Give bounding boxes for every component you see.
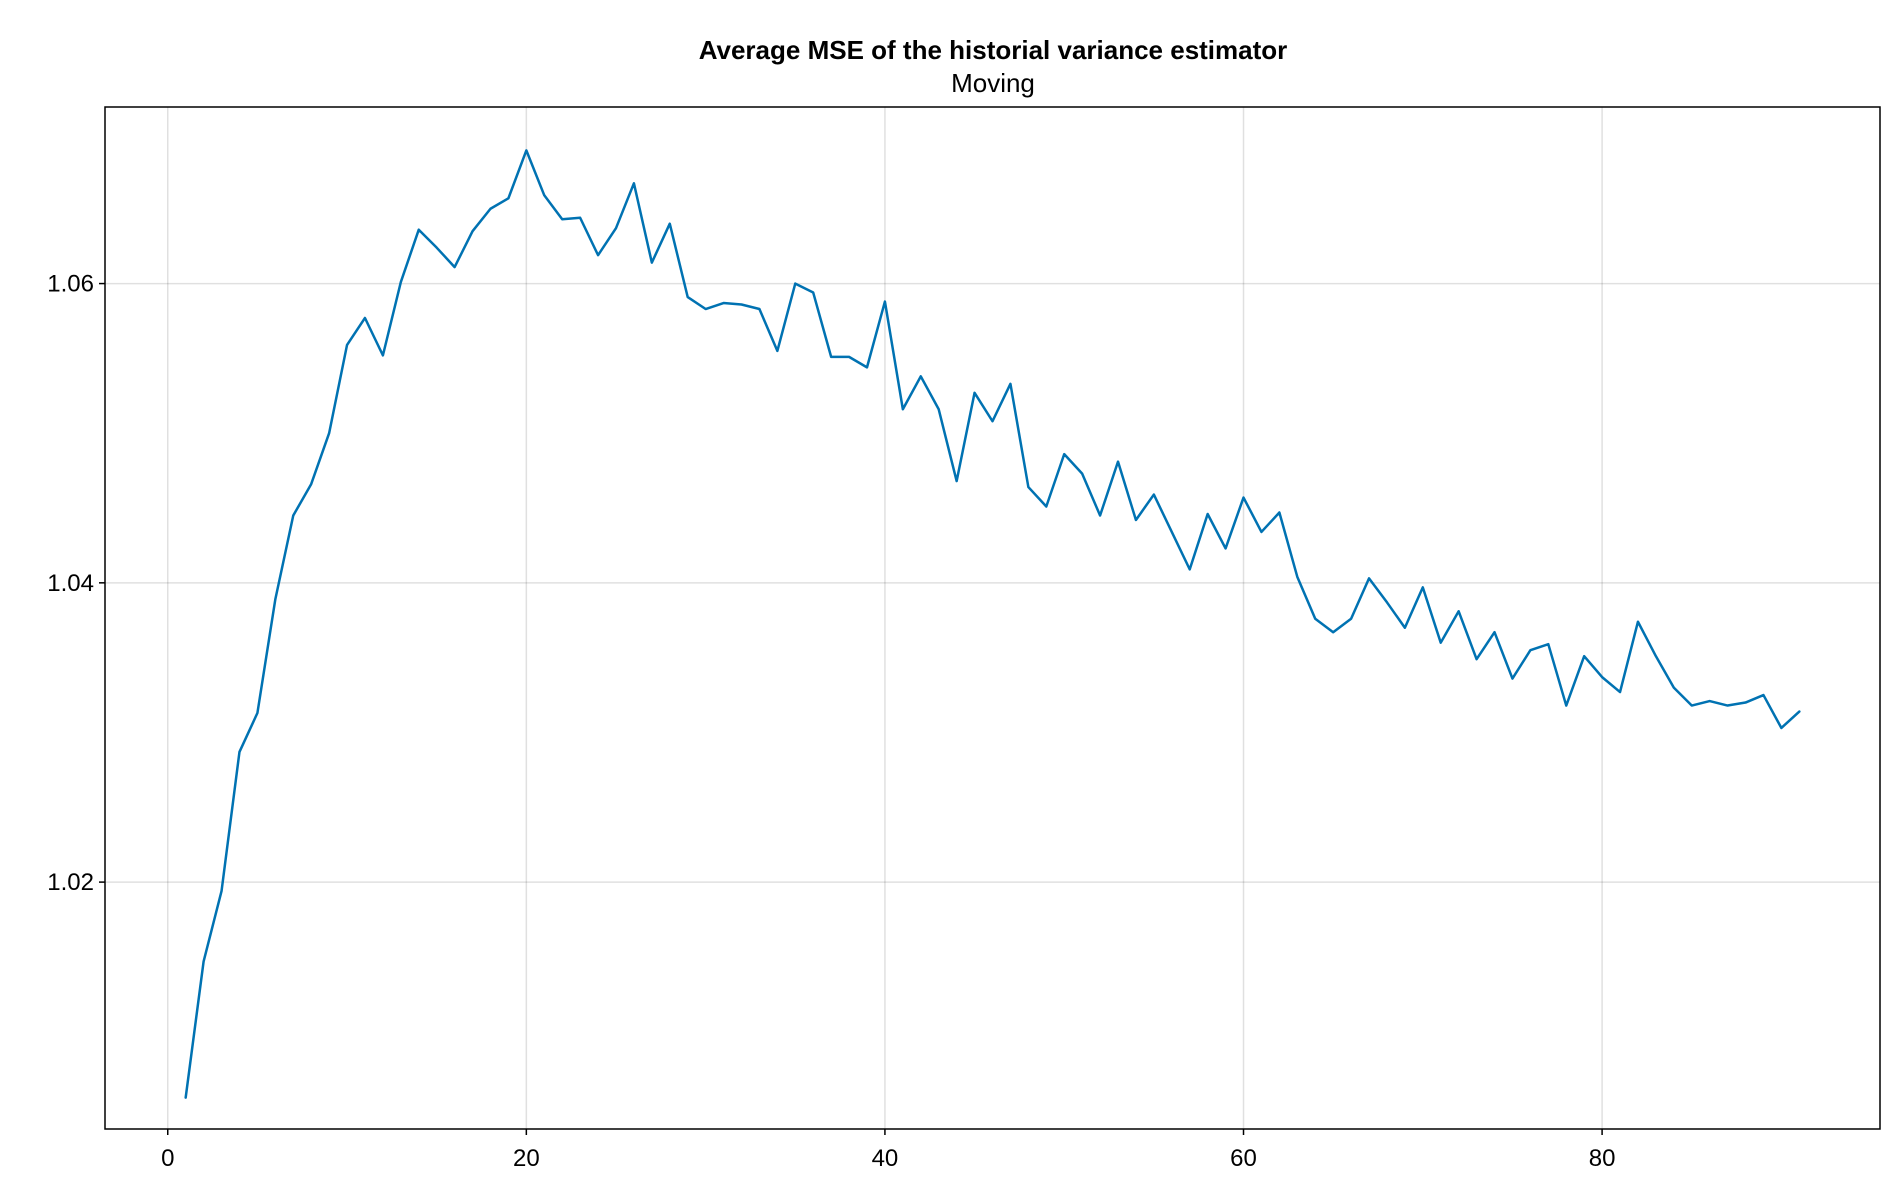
y-tick-label: 1.04 [47, 570, 94, 597]
grid-lines [105, 107, 1880, 1129]
y-tick-label: 1.02 [47, 869, 94, 896]
x-tick-label: 20 [513, 1145, 540, 1172]
x-tick-label: 40 [872, 1145, 899, 1172]
series-layer [184, 149, 1801, 1099]
chart-title: Average MSE of the historial variance es… [699, 35, 1288, 65]
x-tick-label: 80 [1589, 1145, 1616, 1172]
x-tick-label: 60 [1230, 1145, 1257, 1172]
y-tick-label: 1.06 [47, 271, 94, 298]
chart-subtitle: Moving [951, 68, 1035, 98]
series-line [184, 149, 1801, 1099]
x-tick-label: 0 [161, 1145, 174, 1172]
plot-frame [104, 106, 1881, 1130]
axis-ticks: 0 20 40 60 80 1.02 1.04 1.06 [47, 271, 1615, 1172]
